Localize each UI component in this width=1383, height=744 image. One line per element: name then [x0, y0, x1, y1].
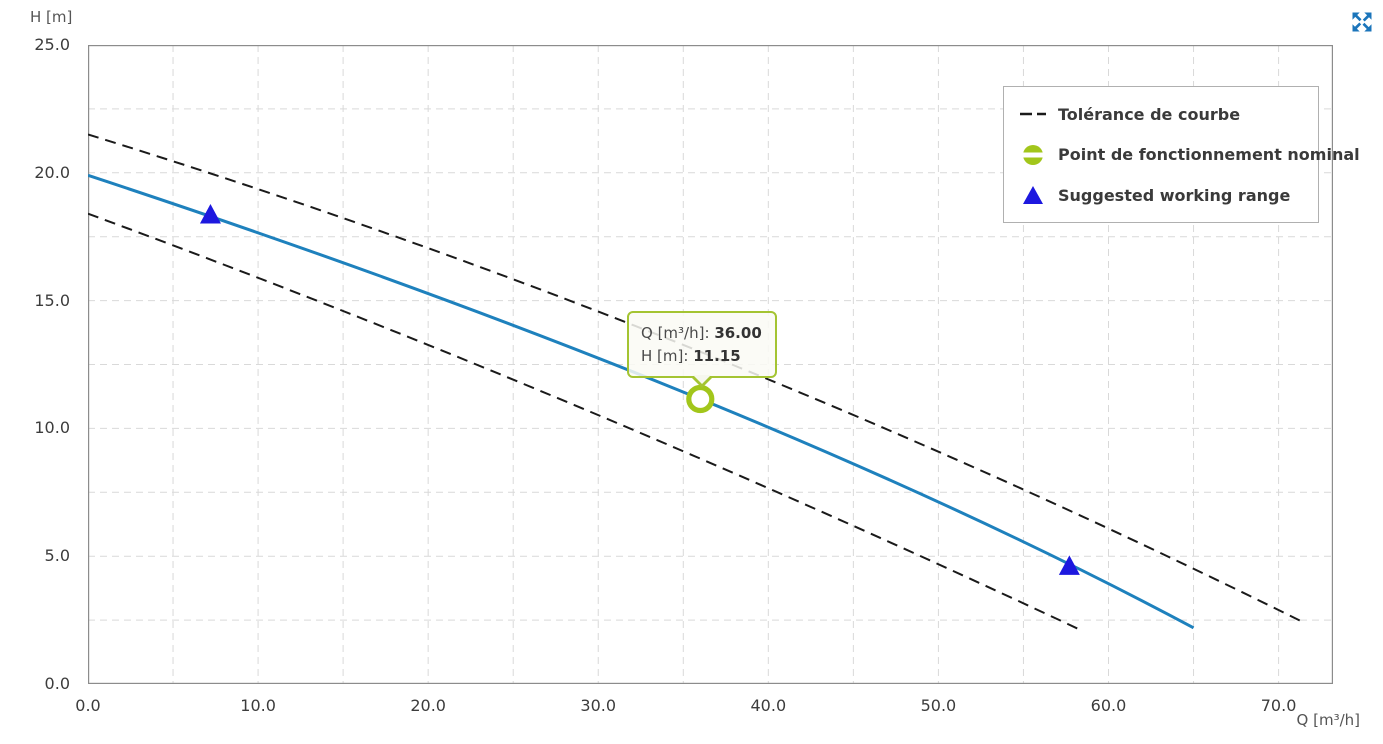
- expand-button[interactable]: [1349, 9, 1375, 35]
- legend-item-tolerance: Tolérance de courbe: [1020, 100, 1302, 128]
- plot-border: [88, 45, 1333, 684]
- x-tick-label: 20.0: [410, 696, 446, 715]
- y-tick-label: 20.0: [34, 162, 70, 182]
- triangle-icon: [1020, 186, 1046, 204]
- nominal-point-icon: [1020, 144, 1046, 166]
- x-tick-label: 0.0: [75, 696, 101, 715]
- x-tick-label: 10.0: [240, 696, 276, 715]
- x-tick-label: 30.0: [580, 696, 617, 715]
- expand-arrows-icon: [1352, 12, 1372, 32]
- y-tick-label: 0.0: [44, 674, 70, 693]
- y-axis-title: H [m]: [30, 8, 73, 26]
- tooltip-line-h: H [m]: 11.15: [641, 347, 741, 365]
- x-tick-label: 40.0: [750, 696, 787, 715]
- curve-pump-curve: [88, 173, 1195, 630]
- dashed-line-icon: [1020, 111, 1046, 117]
- legend-label-working-range: Suggested working range: [1058, 185, 1291, 205]
- tooltip-line-q: Q [m³/h]: 36.00: [641, 324, 762, 342]
- curve-tolerance-lower: [88, 212, 1082, 632]
- y-tick-label: 10.0: [34, 418, 70, 438]
- legend-label-tolerance: Tolérance de courbe: [1058, 104, 1241, 124]
- x-axis-title: Q [m³/h]: [1296, 711, 1360, 729]
- legend: Tolérance de courbe Point de fonctionnem…: [1003, 86, 1360, 223]
- legend-item-working-range: Suggested working range: [1020, 181, 1302, 209]
- working-range-triangle-high[interactable]: [1058, 555, 1080, 575]
- nominal-point-marker[interactable]: [686, 384, 715, 414]
- legend-item-nominal-point: Point de fonctionnement nominal: [1020, 141, 1360, 169]
- legend-label-nominal-point: Point de fonctionnement nominal: [1058, 145, 1360, 164]
- x-tick-label: 70.0: [1260, 696, 1297, 715]
- x-tick-label: 60.0: [1090, 696, 1127, 715]
- y-tick-label: 25.0: [34, 35, 70, 54]
- y-tick-label: 5.0: [44, 546, 70, 566]
- x-tick-label: 50.0: [920, 696, 957, 715]
- y-tick-label: 15.0: [34, 290, 70, 310]
- point-tooltip: Q [m³/h]: 36.00 H [m]: 11.15: [627, 311, 777, 388]
- working-range-triangle-low[interactable]: [199, 203, 221, 224]
